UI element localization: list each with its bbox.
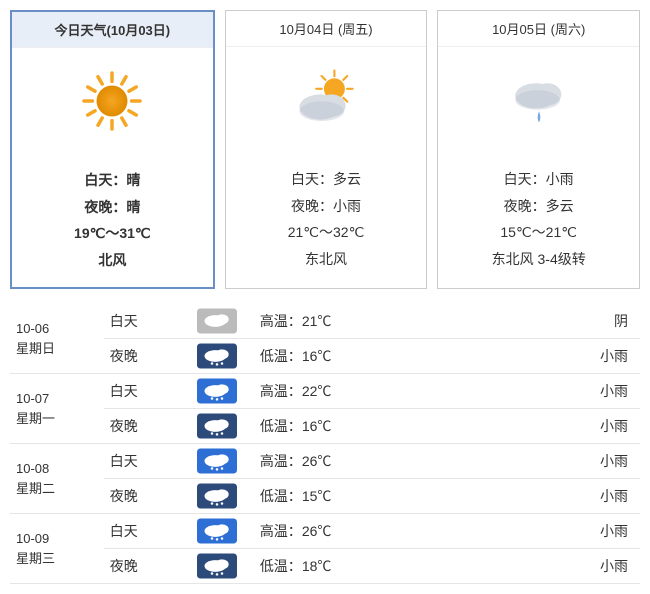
table-row: 夜晚 低温：15℃ 小雨: [10, 479, 640, 514]
row-date: 10-06: [16, 319, 98, 339]
row-dow: 星期二: [16, 479, 98, 499]
card-icon: [438, 47, 639, 156]
card-body: 白天：晴 夜晚：晴 19℃～31℃ 北风: [12, 157, 213, 287]
table-row: 夜晚 低温：16℃ 小雨: [10, 409, 640, 444]
card-night: 夜晚：小雨: [230, 193, 423, 220]
partly-cloudy-icon: [291, 65, 361, 135]
row-timeofday: 夜晚: [104, 549, 181, 584]
card-header: 10月05日 (周六): [438, 11, 639, 47]
row-icon: [181, 339, 254, 374]
forecast-cards: 今日天气(10月03日) 白天：晴 夜晚：晴 19℃～31℃ 北风 10月04日…: [10, 10, 640, 289]
table-row: 10-07 星期一 白天 高温：22℃ 小雨: [10, 374, 640, 409]
row-condition: 小雨: [419, 479, 640, 514]
row-condition: 小雨: [419, 549, 640, 584]
table-row: 夜晚 低温：16℃ 小雨: [10, 339, 640, 374]
sunny-icon: [77, 66, 147, 136]
card-night: 夜晚：晴: [16, 194, 209, 221]
mini-weather-icon: [197, 343, 237, 369]
table-row: 10-08 星期二 白天 高温：26℃ 小雨: [10, 444, 640, 479]
row-condition: 小雨: [419, 444, 640, 479]
card-wind: 东北风 3-4级转: [442, 246, 635, 273]
card-day: 白天：多云: [230, 166, 423, 193]
row-timeofday: 夜晚: [104, 479, 181, 514]
row-dow: 星期三: [16, 549, 98, 569]
row-icon: [181, 304, 254, 339]
mini-weather-icon: [197, 378, 237, 404]
forecast-card-1[interactable]: 10月04日 (周五) 白天：多云 夜晚：小雨 21℃～32℃ 东北风: [225, 10, 428, 289]
row-date: 10-08: [16, 459, 98, 479]
row-temp: 高温：26℃: [254, 444, 419, 479]
card-body: 白天：多云 夜晚：小雨 21℃～32℃ 东北风: [226, 156, 427, 286]
card-temp: 19℃～31℃: [16, 220, 209, 247]
card-temp: 15℃～21℃: [442, 219, 635, 246]
table-row: 10-09 星期三 白天 高温：26℃ 小雨: [10, 514, 640, 549]
row-icon: [181, 374, 254, 409]
card-icon: [226, 47, 427, 156]
forecast-card-0[interactable]: 今日天气(10月03日) 白天：晴 夜晚：晴 19℃～31℃ 北风: [10, 10, 215, 289]
table-row: 夜晚 低温：18℃ 小雨: [10, 549, 640, 584]
card-day: 白天：晴: [16, 167, 209, 194]
row-icon: [181, 514, 254, 549]
date-cell: 10-06 星期日: [10, 304, 104, 374]
card-temp: 21℃～32℃: [230, 219, 423, 246]
date-cell: 10-07 星期一: [10, 374, 104, 444]
row-icon: [181, 549, 254, 584]
row-temp: 低温：16℃: [254, 409, 419, 444]
row-condition: 小雨: [419, 514, 640, 549]
mini-weather-icon: [197, 413, 237, 439]
row-condition: 小雨: [419, 409, 640, 444]
row-dow: 星期一: [16, 409, 98, 429]
row-temp: 低温：15℃: [254, 479, 419, 514]
row-temp: 高温：26℃: [254, 514, 419, 549]
mini-weather-icon: [197, 553, 237, 579]
card-wind: 东北风: [230, 246, 423, 273]
forecast-table: 10-06 星期日 白天 高温：21℃ 阴 夜晚 低温：16℃ 小雨 10-07…: [10, 304, 640, 584]
mini-weather-icon: [197, 308, 237, 334]
card-header: 今日天气(10月03日): [12, 12, 213, 48]
mini-weather-icon: [197, 518, 237, 544]
row-icon: [181, 409, 254, 444]
table-row: 10-06 星期日 白天 高温：21℃ 阴: [10, 304, 640, 339]
card-wind: 北风: [16, 247, 209, 274]
card-icon: [12, 48, 213, 157]
card-day: 白天：小雨: [442, 166, 635, 193]
date-cell: 10-09 星期三: [10, 514, 104, 584]
row-icon: [181, 444, 254, 479]
row-condition: 阴: [419, 304, 640, 339]
row-date: 10-07: [16, 389, 98, 409]
forecast-card-2[interactable]: 10月05日 (周六) 白天：小雨 夜晚：多云 15℃～21℃ 东北风 3-4级…: [437, 10, 640, 289]
row-condition: 小雨: [419, 374, 640, 409]
row-temp: 高温：21℃: [254, 304, 419, 339]
mini-weather-icon: [197, 448, 237, 474]
row-temp: 低温：16℃: [254, 339, 419, 374]
card-header: 10月04日 (周五): [226, 11, 427, 47]
date-cell: 10-08 星期二: [10, 444, 104, 514]
row-dow: 星期日: [16, 339, 98, 359]
row-timeofday: 白天: [104, 444, 181, 479]
row-timeofday: 夜晚: [104, 339, 181, 374]
row-condition: 小雨: [419, 339, 640, 374]
mini-weather-icon: [197, 483, 237, 509]
row-timeofday: 白天: [104, 514, 181, 549]
row-timeofday: 白天: [104, 374, 181, 409]
row-date: 10-09: [16, 529, 98, 549]
card-body: 白天：小雨 夜晚：多云 15℃～21℃ 东北风 3-4级转: [438, 156, 639, 286]
row-timeofday: 白天: [104, 304, 181, 339]
row-timeofday: 夜晚: [104, 409, 181, 444]
rain-icon: [504, 65, 574, 135]
row-icon: [181, 479, 254, 514]
row-temp: 高温：22℃: [254, 374, 419, 409]
row-temp: 低温：18℃: [254, 549, 419, 584]
card-night: 夜晚：多云: [442, 193, 635, 220]
